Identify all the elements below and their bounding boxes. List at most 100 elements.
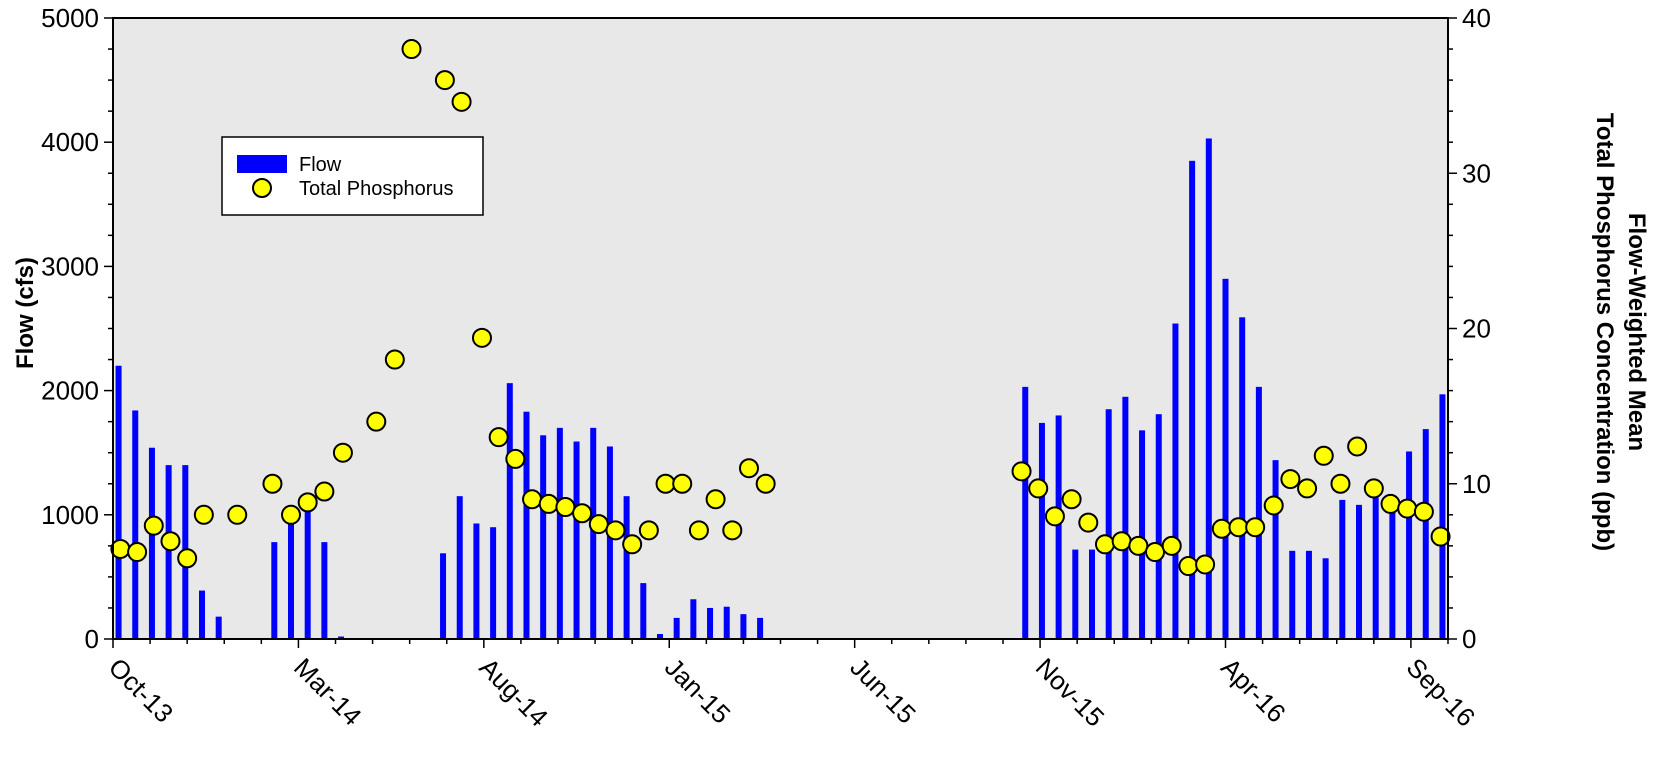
phosphorus-point (127, 542, 148, 563)
flow-bar (1105, 409, 1112, 639)
flow-bar (556, 427, 563, 639)
right-tick-label: 10 (1462, 469, 1491, 499)
phosphorus-point (1178, 556, 1199, 577)
flow-bar (690, 599, 697, 639)
flow-bar (1072, 549, 1079, 639)
phosphorus-point (755, 473, 776, 494)
phosphorus-point (538, 493, 559, 514)
legend-box (221, 136, 484, 216)
legend-flow-label: Flow (299, 154, 342, 176)
phosphorus-point (1313, 445, 1334, 466)
phosphorus-point (1044, 506, 1065, 527)
phosphorus-point (193, 504, 214, 525)
phosphorus-point (1061, 489, 1082, 510)
legend-flow-swatch (237, 155, 287, 173)
flow-bar (757, 617, 764, 639)
flow-bar (1122, 396, 1129, 639)
phosphorus-point (1397, 498, 1418, 519)
flow-bar (490, 527, 497, 639)
flow-bar (523, 411, 530, 639)
flow-bar (1205, 138, 1212, 639)
phosphorus-point (1280, 469, 1301, 490)
flow-bar (215, 616, 222, 639)
phosphorus-point (655, 473, 676, 494)
flow-bar (288, 514, 294, 639)
flow-bar (115, 365, 122, 639)
phosphorus-point (488, 427, 509, 448)
phosphorus-point (1430, 526, 1451, 547)
left-tick-label: 4000 (41, 127, 99, 157)
flow-bar (165, 465, 172, 639)
left-axis-title: Flow (cfs) (12, 257, 39, 369)
flow-bar (1189, 160, 1196, 639)
flow-bar (271, 542, 278, 639)
phosphorus-point (262, 473, 283, 494)
legend-phosphorus-marker (252, 178, 272, 198)
phosphorus-point (1263, 495, 1284, 516)
phosphorus-point (688, 520, 709, 541)
x-tick-label: Mar-14 (288, 652, 367, 731)
right-axis-title-line1: Flow-Weighted Mean (1623, 213, 1650, 451)
left-axis: 0 1000 2000 3000 4000 5000 (41, 3, 113, 654)
phosphorus-point (434, 70, 455, 91)
plot-area (113, 18, 1448, 639)
flow-bar (723, 606, 730, 639)
flow-bar (1172, 323, 1179, 639)
phosphorus-point (588, 514, 609, 535)
phosphorus-point (1380, 493, 1401, 514)
phosphorus-point (366, 411, 387, 432)
flow-bar (1406, 451, 1413, 639)
phosphorus-point (227, 504, 248, 525)
flow-bar (1439, 394, 1446, 639)
phosphorus-point (297, 492, 318, 513)
flow-bar (1155, 414, 1162, 639)
flow-bar (338, 636, 345, 639)
x-tick-label: Jun-15 (844, 652, 921, 729)
x-tick-label: Aug-14 (474, 652, 554, 732)
flow-bar (1356, 504, 1362, 639)
flow-bar (1389, 502, 1396, 639)
phosphorus-point (401, 39, 422, 60)
flow-bar (1239, 317, 1246, 639)
flow-bar (506, 383, 513, 639)
phosphorus-point (1363, 478, 1384, 499)
phosphorus-point (1094, 534, 1115, 555)
phosphorus-point (1111, 531, 1132, 552)
right-axis: 0 10 20 30 40 (1448, 3, 1491, 654)
x-tick-label: Jan-15 (659, 652, 736, 729)
phosphorus-point (314, 481, 335, 502)
left-tick-label: 3000 (41, 251, 99, 281)
phosphorus-point (384, 349, 405, 370)
x-axis: Oct-13 Mar-14 Aug-14 Jan-15 Jun-15 Nov-15 Apr-… (103, 639, 1481, 733)
phosphorus-point (1011, 461, 1032, 482)
phosphorus-point (160, 531, 181, 552)
flow-bar (1089, 549, 1095, 639)
left-tick-label: 2000 (41, 376, 99, 406)
flow-bar (656, 634, 663, 639)
phosphorus-point (605, 520, 626, 541)
flow-bar (606, 446, 613, 639)
phosphorus-point (638, 520, 659, 541)
flow-bar (1055, 415, 1062, 639)
phosphorus-point (1128, 535, 1149, 556)
flow-bar (1305, 550, 1312, 639)
x-tick-label: Sep-16 (1401, 652, 1481, 732)
flow-bar (1272, 460, 1279, 639)
flow-bar (1322, 558, 1329, 639)
phosphorus-point (281, 504, 301, 525)
phosphorus-point (1145, 542, 1166, 563)
phosphorus-point (471, 327, 492, 348)
flow-bar (740, 614, 747, 639)
phosphorus-point (522, 489, 543, 510)
x-tick-label: Apr-16 (1215, 652, 1291, 728)
flow-bar (1422, 429, 1429, 639)
right-axis-title-line2: Total Phosphorus Concentration (ppb) (1591, 113, 1618, 551)
flow-bars (115, 138, 1446, 639)
flow-bar (199, 590, 205, 639)
phosphorus-point (672, 473, 693, 494)
phosphorus-point (555, 497, 576, 518)
phosphorus-point (177, 548, 198, 569)
phosphorus-points (110, 39, 1451, 577)
phosphorus-point (1330, 473, 1351, 494)
